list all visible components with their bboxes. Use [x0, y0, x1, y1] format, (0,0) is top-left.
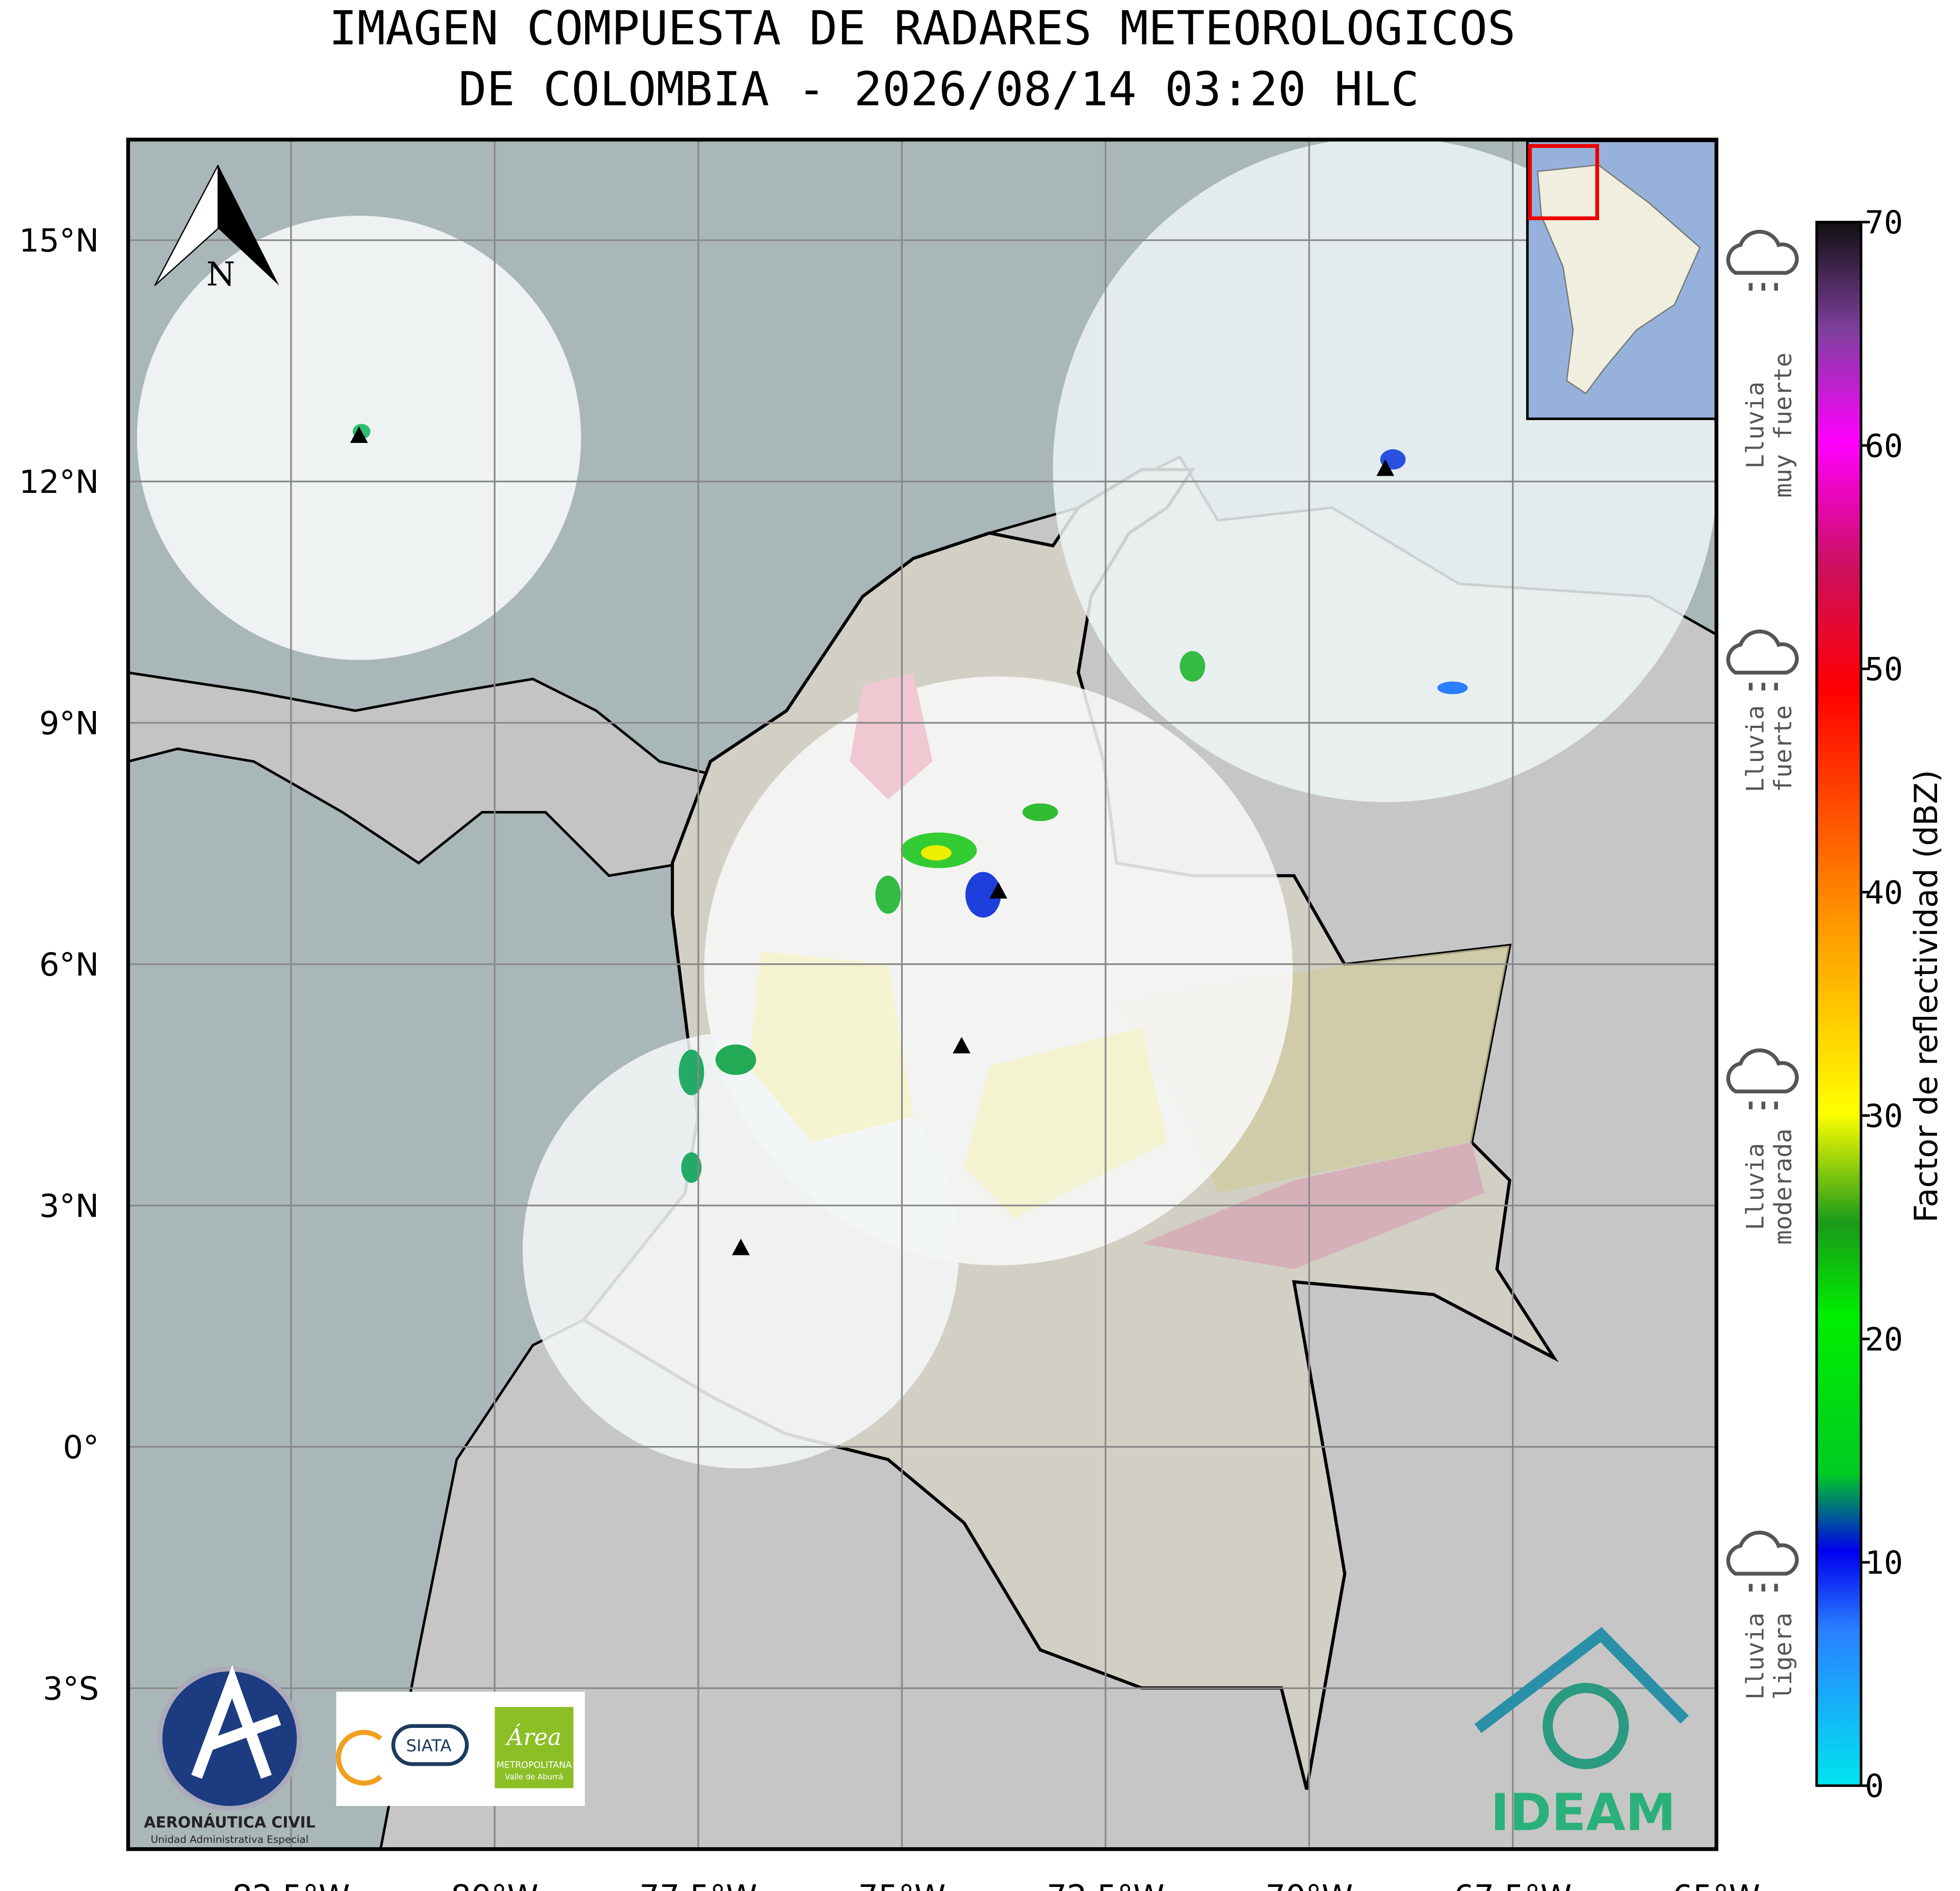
colorbar-tick-label: 10 [1865, 1544, 1903, 1582]
legend-label: muy fuerte [1769, 353, 1797, 498]
inset-continent [1536, 164, 1701, 395]
colorbar-tick-label: 0 [1865, 1768, 1884, 1805]
colorbar-tick-label: 50 [1865, 651, 1903, 688]
title-line: DE COLOMBIA - 2026/08/14 03:20 HLC [458, 62, 1419, 117]
y-tick-label: 15°N [19, 222, 99, 259]
y-tick-label: 0° [63, 1429, 99, 1466]
weather-icon [1726, 1531, 1799, 1576]
ideam-logo [1474, 1627, 1689, 1734]
weather-icon [1726, 1048, 1799, 1094]
y-tick-label: 9°N [39, 705, 99, 742]
x-tick-label: 77.5°W [639, 1878, 757, 1891]
logo-text: SIATA [406, 1736, 452, 1755]
y-tick-label: 6°N [39, 946, 99, 983]
map-frame [126, 138, 1718, 1851]
legend-label: Lluvia [1741, 1613, 1769, 1700]
rain-drops [1748, 1101, 1778, 1110]
x-tick-label: 65°W [1672, 1878, 1760, 1891]
x-tick-label: 80°W [451, 1878, 539, 1891]
colorbar-tick-label: 60 [1865, 427, 1903, 464]
colorbar-label: Factor de reflectividad (dBZ) [1907, 770, 1945, 1222]
legend-label: Lluvia [1741, 705, 1769, 793]
colorbar-tick-label: 40 [1865, 874, 1903, 911]
weather-icon [1726, 229, 1799, 275]
echoes [352, 424, 1468, 1183]
x-tick-label: 75°W [858, 1878, 946, 1891]
siata-logo [391, 1724, 469, 1766]
radar-sites [350, 426, 1395, 1255]
y-tick-label: 12°N [19, 463, 99, 501]
colorbar-tick-label: 20 [1865, 1321, 1903, 1358]
area-logo [494, 1706, 573, 1789]
logo-text: IDEAM [1491, 1783, 1676, 1842]
map: N AERONÁUTICA CIVIL Unidad Administrativ… [128, 139, 1717, 1849]
colorbar [1815, 221, 1863, 1787]
logo-text: METROPOLITANA [496, 1760, 572, 1770]
aero-logo [191, 1665, 281, 1779]
legend-label: Lluvia [1741, 1143, 1769, 1230]
rain-drops [1748, 1584, 1778, 1592]
ideam-logo [1543, 1683, 1629, 1769]
title-line: IMAGEN COMPUESTA DE RADARES METEOROLOGIC… [329, 1, 1515, 56]
legend-label: fuerte [1769, 705, 1797, 793]
legend-label: Lluvia [1741, 382, 1769, 469]
region [964, 1028, 1167, 1219]
logo-text: Área [505, 1724, 561, 1751]
x-tick-label: 67.5°W [1454, 1878, 1572, 1891]
siata-logo [336, 1729, 382, 1786]
x-tick-label: 70°W [1265, 1878, 1353, 1891]
colorbar-tick-label: 30 [1865, 1097, 1903, 1135]
legend-label: ligera [1769, 1613, 1797, 1700]
x-tick-label: 72.5°W [1047, 1878, 1164, 1891]
colorbar-tick-label: 70 [1865, 204, 1903, 241]
y-tick-label: 3°S [43, 1670, 99, 1708]
rain-drops [1748, 283, 1778, 291]
weather-icon [1726, 629, 1799, 675]
graticule [128, 139, 1717, 1849]
x-tick-label: 82.5°W [232, 1878, 350, 1891]
legend-label: moderada [1769, 1128, 1797, 1245]
region [850, 672, 933, 800]
logo-text: AERONÁUTICA CIVIL [144, 1813, 315, 1831]
north-label: N [206, 255, 236, 294]
logo-text: Valle de Aburrá [505, 1772, 563, 1781]
y-tick-label: 3°N [39, 1188, 99, 1225]
logo-text: Unidad Administrativa Especial [151, 1833, 309, 1845]
inset-extent [1528, 144, 1599, 221]
region [748, 952, 913, 1142]
rain-drops [1748, 682, 1778, 691]
